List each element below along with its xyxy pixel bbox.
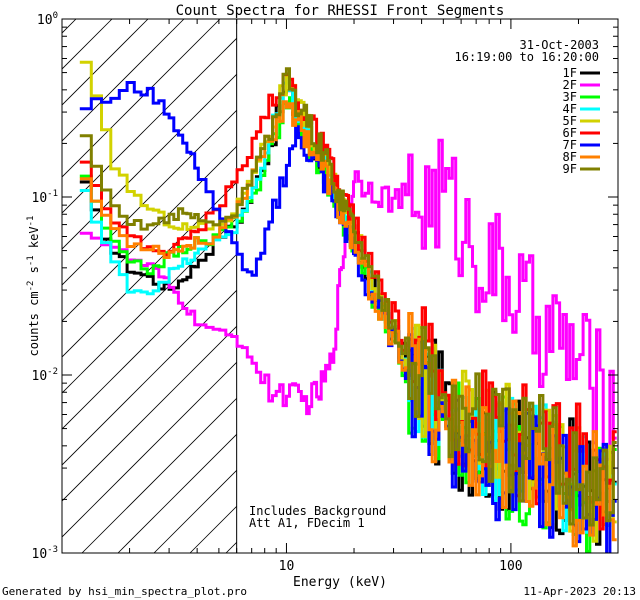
legend-label-8F: 8F [563, 150, 577, 164]
x-tick-label: 100 [499, 559, 522, 574]
legend-label-7F: 7F [563, 138, 577, 152]
hatch-mask [236, 19, 618, 553]
annotation-attenuator: Att A1, FDecim 1 [249, 516, 365, 530]
hatch-line-3 [0, 19, 4, 553]
legend-label-5F: 5F [563, 114, 577, 128]
date-label: 31-Oct-2003 [520, 38, 599, 52]
y-tick-label: 10-2 [32, 367, 59, 384]
y-axis: 10-3 10-2 10-1 100 [32, 11, 618, 562]
footer-timestamp: 11-Apr-2023 20:13 [523, 585, 636, 598]
legend-label-4F: 4F [563, 102, 577, 116]
series-2F [79, 138, 617, 462]
hatch-line-5 [62, 19, 77, 34]
y-tick-label: 10-1 [32, 189, 59, 206]
legend-label-1F: 1F [563, 66, 577, 80]
plot-frame [61, 18, 619, 554]
hatch-region [0, 19, 618, 553]
chart-title: Count Spectra for RHESSI Front Segments [176, 3, 505, 19]
x-axis-label: Energy (keV) [293, 575, 387, 590]
hatch-line-9 [62, 19, 221, 178]
time-range-label: 16:19:00 to 16:20:00 [455, 50, 600, 64]
legend-label-3F: 3F [563, 90, 577, 104]
hatch-line-11 [62, 19, 293, 250]
x-tick-label: 10 [279, 559, 295, 574]
legend-label-2F: 2F [563, 78, 577, 92]
series-group [79, 60, 617, 553]
footer-generated-by: Generated by hsi_min_spectra_plot.pro [2, 585, 247, 598]
annotation-background: Includes Background [249, 504, 386, 518]
x-axis: 10 100 [61, 19, 619, 574]
hatch-line-8 [62, 19, 185, 142]
series-9F [79, 67, 617, 527]
legend-label-9F: 9F [563, 162, 577, 176]
y-tick-label: 10-3 [32, 545, 59, 562]
series-5F [79, 60, 617, 543]
y-tick-label: 100 [37, 11, 58, 28]
hatch-line-10 [62, 19, 257, 214]
y-axis-label: counts cm-2 s-1 keV-1 [26, 216, 41, 357]
legend-label-6F: 6F [563, 126, 577, 140]
